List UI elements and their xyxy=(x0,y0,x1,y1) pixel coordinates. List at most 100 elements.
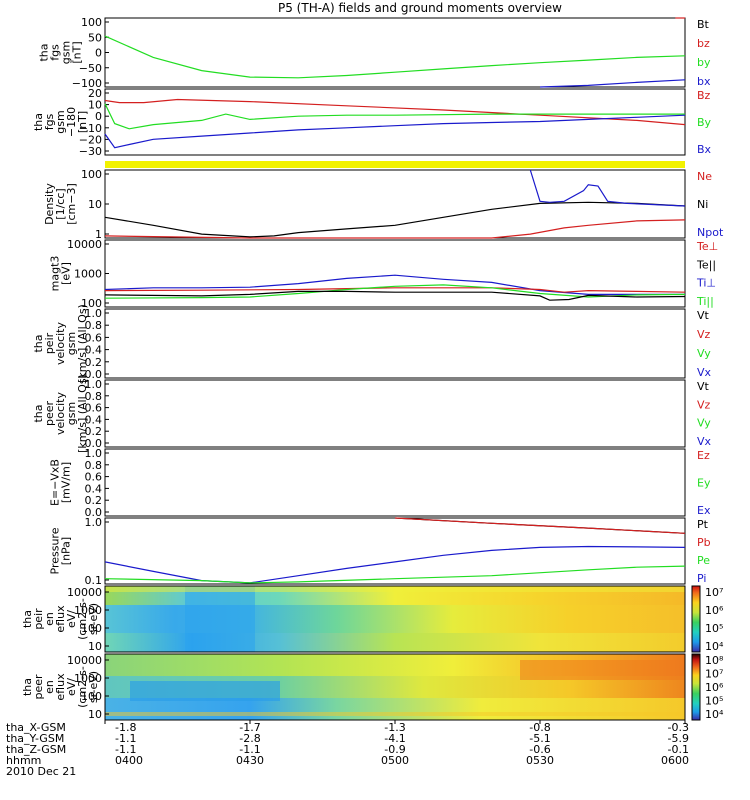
y-axis-label: Pressure[nPa] xyxy=(49,527,73,574)
legend-entry: bx xyxy=(697,75,711,88)
panel-6: 1.00.80.60.40.20.0thapeervelocitygsm[km/… xyxy=(32,374,712,453)
panel-10: 10000100010010thapeerenefluxeV/(cm2-s-sr… xyxy=(21,653,724,721)
svg-text:[mV/m]: [mV/m] xyxy=(60,462,73,503)
y-tick-label: 0.2 xyxy=(85,425,103,438)
y-tick-label: 20 xyxy=(88,87,102,100)
colorbar-tick-label: 10⁶ xyxy=(705,681,724,694)
y-tick-label: 0.6 xyxy=(85,402,103,415)
y-tick-label: 10000 xyxy=(67,238,102,251)
svg-text:gsm: gsm xyxy=(65,332,78,355)
svg-text:velocity: velocity xyxy=(54,322,67,365)
svg-text:tha: tha xyxy=(21,678,34,696)
panel-5: 1.00.80.60.40.20.0thapeirvelocitygsm[km/… xyxy=(32,304,712,383)
x-axis-row-label: hhmm xyxy=(6,754,41,767)
legend-entry: Pi xyxy=(697,572,706,585)
colorbars xyxy=(691,585,701,721)
date-label: 2010 Dec 21 xyxy=(6,765,76,778)
svg-text:en: en xyxy=(43,680,56,694)
x-axis-row-label: tha_Z-GSM xyxy=(6,743,66,756)
x-tick-label: -0.3 xyxy=(668,721,689,734)
svg-text:peer: peer xyxy=(43,401,56,427)
svg-text:[km/s] (All Qs): [km/s] (All Qs) xyxy=(76,304,89,383)
x-tick-label: 0400 xyxy=(115,754,143,767)
ion-colorbar xyxy=(691,585,701,653)
y-tick-label: 10000 xyxy=(67,654,102,667)
x-tick-label: 0500 xyxy=(381,754,409,767)
electron-spectrogram xyxy=(105,654,685,720)
legend-entry: Vt xyxy=(697,380,710,393)
x-tick-label: -1.1 xyxy=(115,732,136,745)
panel-frame xyxy=(104,88,686,156)
colorbar-tick-label: 10⁶ xyxy=(705,604,724,617)
x-axis-row-label: tha_X-GSM xyxy=(6,721,66,734)
svg-text:sr-eV): sr-eV) xyxy=(87,671,100,703)
legend-entry: Bt xyxy=(697,18,710,31)
svg-text:[nT]: [nT] xyxy=(71,41,84,63)
svg-text:eflux: eflux xyxy=(54,605,67,633)
y-tick-label: 0.4 xyxy=(85,482,103,495)
y-tick-label: 0.2 xyxy=(85,494,103,507)
x-tick-label: 0600 xyxy=(661,754,689,767)
legend-entry: Ti|| xyxy=(696,295,714,308)
series-ne-line xyxy=(104,219,686,239)
colorbar-tick-label: 10⁸ xyxy=(705,654,724,667)
y-tick-label: −50 xyxy=(79,62,102,75)
y-axis-label: magt3[eV] xyxy=(49,256,73,292)
series-by-line xyxy=(104,103,685,130)
y-tick-label: 1 xyxy=(95,228,102,241)
legend-entry: by xyxy=(697,56,711,69)
y-tick-label: 1.0 xyxy=(85,307,103,320)
svg-text:[km/s] (All Qs): [km/s] (All Qs) xyxy=(76,374,89,453)
y-tick-label: 0.8 xyxy=(85,390,103,403)
y-tick-label: 0.0 xyxy=(85,368,103,381)
legend-entry: Pb xyxy=(697,536,711,549)
panel-8: 1.0 0.1 Pressure[nPa] Pt Pb Pe Pi xyxy=(49,516,711,587)
series-ni-line xyxy=(104,201,686,238)
colorbar-tick-label: 10⁴ xyxy=(705,640,724,653)
series-ti||-line xyxy=(104,284,686,299)
legend-entry: Ey xyxy=(697,477,711,490)
svg-text:peer: peer xyxy=(32,674,45,700)
y-tick-label: 0.8 xyxy=(85,459,103,472)
y-tick-label: 100 xyxy=(81,622,102,635)
svg-text:eV/: eV/ xyxy=(65,610,78,628)
x-tick-label: -2.8 xyxy=(239,732,260,745)
legend-entry: Ni xyxy=(697,198,708,211)
legend-entry: Ex xyxy=(697,504,711,517)
y-tick-label: −100 xyxy=(72,77,102,90)
svg-text:velocity: velocity xyxy=(54,392,67,435)
series-bx-line xyxy=(539,79,686,88)
svg-text:gsm: gsm xyxy=(54,110,67,133)
x-tick-label: -0.6 xyxy=(529,743,550,756)
ion-spectrogram xyxy=(105,586,685,652)
y-tick-label: 1.0 xyxy=(85,447,103,460)
x-tick-label: -1.1 xyxy=(115,743,136,756)
y-tick-label: 10 xyxy=(88,99,102,112)
x-tick-label: -0.9 xyxy=(384,743,405,756)
y-tick-label: 10000 xyxy=(67,586,102,599)
svg-text:peir: peir xyxy=(43,332,56,354)
svg-text:(cm2-s-: (cm2-s- xyxy=(76,666,89,708)
y-tick-label: 0.6 xyxy=(85,331,103,344)
panel-7: 1.00.80.60.40.20.0 E=−VxB[mV/m] Ez Ey Ex xyxy=(49,447,711,519)
x-tick-label: -1.7 xyxy=(239,721,260,734)
y-tick-label: 0.4 xyxy=(85,413,103,426)
series-pe-line xyxy=(104,565,686,584)
y-tick-label: 10 xyxy=(88,708,102,721)
svg-text:[eV]: [eV] xyxy=(60,262,73,285)
y-tick-label: 1000 xyxy=(74,268,102,281)
legend-entry: Te|| xyxy=(696,258,716,271)
y-axis-label: E=−VxB[mV/m] xyxy=(49,459,73,506)
panel-frame xyxy=(104,517,686,585)
legend-entry: By xyxy=(697,116,712,129)
y-tick-label: 100 xyxy=(81,168,102,181)
colorbar-tick-label: 10⁷ xyxy=(705,668,723,681)
panel-frame xyxy=(104,17,686,88)
y-tick-label: 0.0 xyxy=(85,437,103,450)
legend-entry: Ne xyxy=(697,170,712,183)
legend-entry: Te⊥ xyxy=(696,240,718,253)
